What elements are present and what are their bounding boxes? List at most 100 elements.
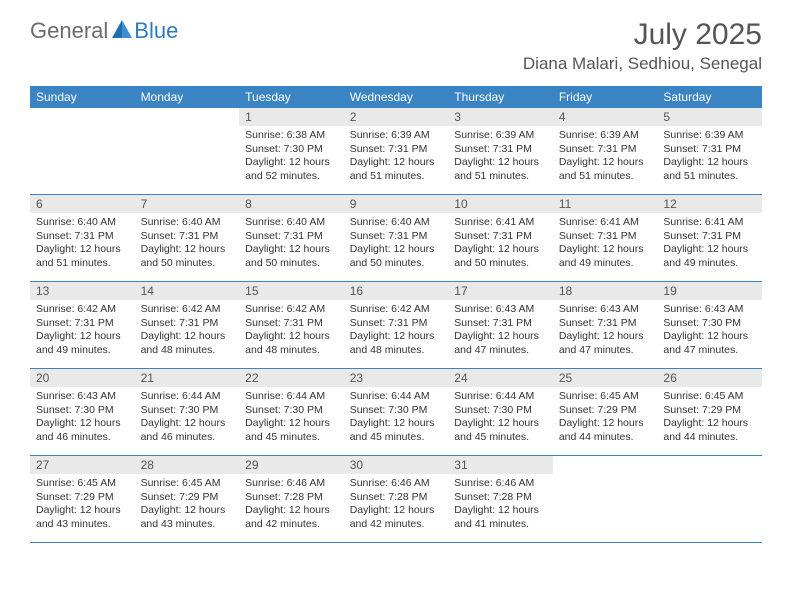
calendar-day-cell: 25Sunrise: 6:45 AMSunset: 7:29 PMDayligh… xyxy=(553,369,658,455)
calendar-day-cell: 29Sunrise: 6:46 AMSunset: 7:28 PMDayligh… xyxy=(239,456,344,542)
day-number xyxy=(135,108,240,126)
title-block: July 2025 Diana Malari, Sedhiou, Senegal xyxy=(523,18,762,74)
calendar-day-cell: 1Sunrise: 6:38 AMSunset: 7:30 PMDaylight… xyxy=(239,108,344,194)
day-number xyxy=(657,456,762,474)
day-number: 27 xyxy=(30,456,135,474)
day-body: Sunrise: 6:42 AMSunset: 7:31 PMDaylight:… xyxy=(239,300,344,362)
day-number: 16 xyxy=(344,282,449,300)
logo-mark-icon xyxy=(112,20,132,43)
day-body xyxy=(30,126,135,133)
day-number: 13 xyxy=(30,282,135,300)
calendar-day-cell: 11Sunrise: 6:41 AMSunset: 7:31 PMDayligh… xyxy=(553,195,658,281)
day-number: 8 xyxy=(239,195,344,213)
calendar-week-row: 1Sunrise: 6:38 AMSunset: 7:30 PMDaylight… xyxy=(30,108,762,195)
day-body: Sunrise: 6:46 AMSunset: 7:28 PMDaylight:… xyxy=(239,474,344,536)
day-number: 6 xyxy=(30,195,135,213)
day-body: Sunrise: 6:46 AMSunset: 7:28 PMDaylight:… xyxy=(448,474,553,536)
day-number: 23 xyxy=(344,369,449,387)
day-number: 12 xyxy=(657,195,762,213)
day-number: 18 xyxy=(553,282,658,300)
calendar: SundayMondayTuesdayWednesdayThursdayFrid… xyxy=(30,86,762,543)
location-text: Diana Malari, Sedhiou, Senegal xyxy=(523,54,762,74)
day-number: 29 xyxy=(239,456,344,474)
day-number: 5 xyxy=(657,108,762,126)
day-body: Sunrise: 6:44 AMSunset: 7:30 PMDaylight:… xyxy=(448,387,553,449)
day-number: 20 xyxy=(30,369,135,387)
weekday-header: Saturday xyxy=(657,86,762,108)
day-number: 7 xyxy=(135,195,240,213)
day-number: 30 xyxy=(344,456,449,474)
calendar-day-cell: 18Sunrise: 6:43 AMSunset: 7:31 PMDayligh… xyxy=(553,282,658,368)
day-body: Sunrise: 6:41 AMSunset: 7:31 PMDaylight:… xyxy=(553,213,658,275)
calendar-day-cell: 4Sunrise: 6:39 AMSunset: 7:31 PMDaylight… xyxy=(553,108,658,194)
calendar-day-cell: 24Sunrise: 6:44 AMSunset: 7:30 PMDayligh… xyxy=(448,369,553,455)
calendar-day-cell: 22Sunrise: 6:44 AMSunset: 7:30 PMDayligh… xyxy=(239,369,344,455)
weekday-header: Friday xyxy=(553,86,658,108)
day-body: Sunrise: 6:43 AMSunset: 7:30 PMDaylight:… xyxy=(657,300,762,362)
day-number: 31 xyxy=(448,456,553,474)
day-number: 9 xyxy=(344,195,449,213)
day-number: 24 xyxy=(448,369,553,387)
day-number: 21 xyxy=(135,369,240,387)
calendar-day-cell xyxy=(657,456,762,542)
weekday-header-row: SundayMondayTuesdayWednesdayThursdayFrid… xyxy=(30,86,762,108)
day-body: Sunrise: 6:39 AMSunset: 7:31 PMDaylight:… xyxy=(657,126,762,188)
calendar-day-cell: 12Sunrise: 6:41 AMSunset: 7:31 PMDayligh… xyxy=(657,195,762,281)
day-body: Sunrise: 6:45 AMSunset: 7:29 PMDaylight:… xyxy=(135,474,240,536)
calendar-week-row: 6Sunrise: 6:40 AMSunset: 7:31 PMDaylight… xyxy=(30,195,762,282)
day-body: Sunrise: 6:43 AMSunset: 7:30 PMDaylight:… xyxy=(30,387,135,449)
day-body: Sunrise: 6:40 AMSunset: 7:31 PMDaylight:… xyxy=(135,213,240,275)
calendar-body: 1Sunrise: 6:38 AMSunset: 7:30 PMDaylight… xyxy=(30,108,762,543)
day-number: 22 xyxy=(239,369,344,387)
day-number: 26 xyxy=(657,369,762,387)
day-body: Sunrise: 6:42 AMSunset: 7:31 PMDaylight:… xyxy=(135,300,240,362)
day-body: Sunrise: 6:41 AMSunset: 7:31 PMDaylight:… xyxy=(657,213,762,275)
calendar-day-cell: 20Sunrise: 6:43 AMSunset: 7:30 PMDayligh… xyxy=(30,369,135,455)
day-body: Sunrise: 6:45 AMSunset: 7:29 PMDaylight:… xyxy=(657,387,762,449)
day-body: Sunrise: 6:45 AMSunset: 7:29 PMDaylight:… xyxy=(30,474,135,536)
day-number: 1 xyxy=(239,108,344,126)
calendar-day-cell xyxy=(135,108,240,194)
day-body: Sunrise: 6:44 AMSunset: 7:30 PMDaylight:… xyxy=(135,387,240,449)
page-title: July 2025 xyxy=(523,18,762,52)
calendar-day-cell: 21Sunrise: 6:44 AMSunset: 7:30 PMDayligh… xyxy=(135,369,240,455)
calendar-day-cell: 3Sunrise: 6:39 AMSunset: 7:31 PMDaylight… xyxy=(448,108,553,194)
day-number: 25 xyxy=(553,369,658,387)
calendar-day-cell: 9Sunrise: 6:40 AMSunset: 7:31 PMDaylight… xyxy=(344,195,449,281)
logo-text-blue: Blue xyxy=(134,18,178,44)
day-number: 19 xyxy=(657,282,762,300)
day-body: Sunrise: 6:39 AMSunset: 7:31 PMDaylight:… xyxy=(344,126,449,188)
calendar-day-cell: 16Sunrise: 6:42 AMSunset: 7:31 PMDayligh… xyxy=(344,282,449,368)
day-body: Sunrise: 6:45 AMSunset: 7:29 PMDaylight:… xyxy=(553,387,658,449)
day-number: 2 xyxy=(344,108,449,126)
day-body: Sunrise: 6:38 AMSunset: 7:30 PMDaylight:… xyxy=(239,126,344,188)
day-body: Sunrise: 6:40 AMSunset: 7:31 PMDaylight:… xyxy=(30,213,135,275)
day-body: Sunrise: 6:39 AMSunset: 7:31 PMDaylight:… xyxy=(553,126,658,188)
day-body: Sunrise: 6:44 AMSunset: 7:30 PMDaylight:… xyxy=(344,387,449,449)
calendar-week-row: 13Sunrise: 6:42 AMSunset: 7:31 PMDayligh… xyxy=(30,282,762,369)
calendar-day-cell: 17Sunrise: 6:43 AMSunset: 7:31 PMDayligh… xyxy=(448,282,553,368)
calendar-day-cell: 19Sunrise: 6:43 AMSunset: 7:30 PMDayligh… xyxy=(657,282,762,368)
day-number xyxy=(553,456,658,474)
calendar-day-cell: 28Sunrise: 6:45 AMSunset: 7:29 PMDayligh… xyxy=(135,456,240,542)
day-body: Sunrise: 6:43 AMSunset: 7:31 PMDaylight:… xyxy=(448,300,553,362)
calendar-day-cell: 23Sunrise: 6:44 AMSunset: 7:30 PMDayligh… xyxy=(344,369,449,455)
day-body xyxy=(135,126,240,133)
day-body xyxy=(657,474,762,481)
day-body: Sunrise: 6:42 AMSunset: 7:31 PMDaylight:… xyxy=(30,300,135,362)
day-body: Sunrise: 6:39 AMSunset: 7:31 PMDaylight:… xyxy=(448,126,553,188)
calendar-day-cell: 26Sunrise: 6:45 AMSunset: 7:29 PMDayligh… xyxy=(657,369,762,455)
calendar-day-cell: 7Sunrise: 6:40 AMSunset: 7:31 PMDaylight… xyxy=(135,195,240,281)
calendar-day-cell: 30Sunrise: 6:46 AMSunset: 7:28 PMDayligh… xyxy=(344,456,449,542)
calendar-week-row: 20Sunrise: 6:43 AMSunset: 7:30 PMDayligh… xyxy=(30,369,762,456)
calendar-day-cell: 31Sunrise: 6:46 AMSunset: 7:28 PMDayligh… xyxy=(448,456,553,542)
day-body: Sunrise: 6:44 AMSunset: 7:30 PMDaylight:… xyxy=(239,387,344,449)
day-number: 17 xyxy=(448,282,553,300)
day-body: Sunrise: 6:41 AMSunset: 7:31 PMDaylight:… xyxy=(448,213,553,275)
day-body xyxy=(553,474,658,481)
calendar-day-cell: 10Sunrise: 6:41 AMSunset: 7:31 PMDayligh… xyxy=(448,195,553,281)
calendar-day-cell: 2Sunrise: 6:39 AMSunset: 7:31 PMDaylight… xyxy=(344,108,449,194)
calendar-day-cell: 14Sunrise: 6:42 AMSunset: 7:31 PMDayligh… xyxy=(135,282,240,368)
day-body: Sunrise: 6:46 AMSunset: 7:28 PMDaylight:… xyxy=(344,474,449,536)
day-number xyxy=(30,108,135,126)
